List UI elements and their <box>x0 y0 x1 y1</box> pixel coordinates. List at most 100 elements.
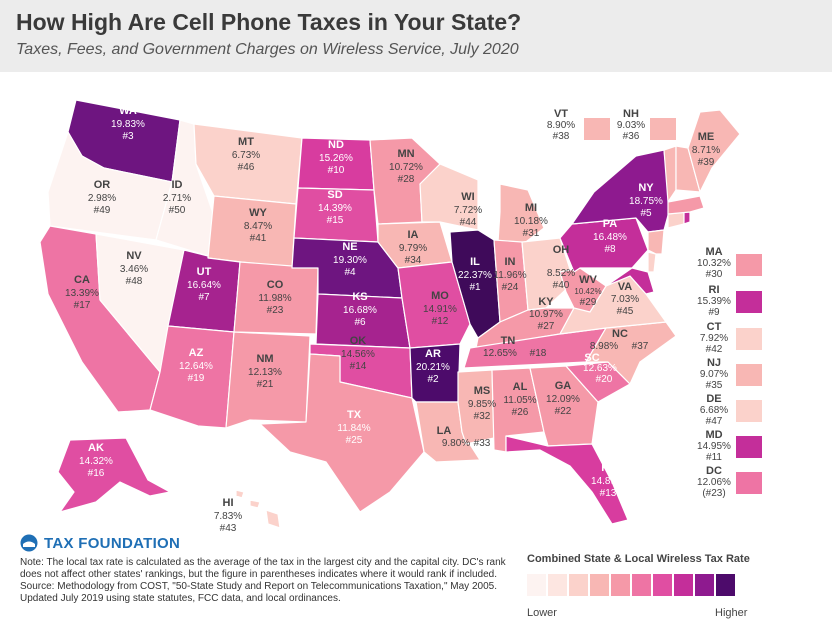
me-rank: #39 <box>698 157 715 168</box>
state-hi[interactable] <box>235 489 281 529</box>
swatch-nh[interactable] <box>650 118 676 140</box>
wy-rank: #41 <box>250 233 267 244</box>
callout-vt: VT 8.90% #38 <box>536 109 586 143</box>
ri-abbr: RI <box>708 284 720 296</box>
swatch-ma[interactable] <box>736 254 762 276</box>
swatch-vt[interactable] <box>584 118 610 140</box>
in-abbr: IN <box>505 256 516 268</box>
state-ny[interactable] <box>571 149 671 233</box>
ok-rank: #14 <box>350 361 367 372</box>
legend-swatch-9 <box>695 574 714 596</box>
label-or: OR 2.98%#49 <box>88 179 116 216</box>
nc-value: 8.98% <box>590 341 618 352</box>
state-oh[interactable] <box>521 237 575 311</box>
state-fl[interactable] <box>505 435 629 525</box>
callout-de: DE 6.68% #47 <box>686 394 742 428</box>
in-rank: #24 <box>502 282 519 293</box>
id-value: 2.71% <box>163 193 191 204</box>
ca-rank: #17 <box>74 300 91 311</box>
label-in: IN 11.96%#24 <box>493 256 526 293</box>
mn-rank: #28 <box>398 174 415 185</box>
ct-abbr: CT <box>706 321 722 333</box>
wi-rank: #44 <box>460 217 477 228</box>
state-ak[interactable] <box>57 437 171 513</box>
mo-abbr: MO <box>431 290 449 302</box>
state-ri[interactable] <box>683 211 691 225</box>
nm-rank: #21 <box>257 379 274 390</box>
label-co: CO 11.98%#23 <box>258 279 291 316</box>
de-value: 6.68% <box>699 405 729 416</box>
state-md[interactable] <box>605 267 655 295</box>
id-rank: #50 <box>169 205 186 216</box>
sc-value: 12.63% <box>583 363 617 374</box>
tn-value: 12.65% <box>483 348 517 359</box>
la-value: 9.80% <box>442 438 470 449</box>
state-tx[interactable] <box>259 353 425 513</box>
wv-value: 10.42% <box>574 287 601 296</box>
label-wa: WA 19.83%#3 <box>111 105 145 142</box>
swatch-nj[interactable] <box>736 364 762 386</box>
legend-swatch-1 <box>527 574 546 596</box>
swatch-ri[interactable] <box>736 291 762 313</box>
footnote-note: Note: The local tax rate is calculated a… <box>20 557 506 580</box>
nj-value: 9.07% <box>699 369 729 380</box>
pa-abbr: PA <box>603 218 618 230</box>
mi-rank: #31 <box>523 228 540 239</box>
mo-value: 14.91% <box>423 304 457 315</box>
legend-title: Combined State & Local Wireless Tax Rate <box>527 553 750 565</box>
hi-abbr: HI <box>223 497 234 509</box>
nh-abbr: NH <box>623 108 639 120</box>
label-la: LA9.80% #33 <box>437 425 491 449</box>
hi-value: 7.83% <box>214 511 242 522</box>
tx-value: 11.84% <box>337 423 370 434</box>
mn-abbr: MN <box>397 148 414 160</box>
ar-value: 20.21% <box>416 362 450 373</box>
il-abbr: IL <box>470 256 480 268</box>
ne-value: 19.30% <box>333 255 367 266</box>
az-abbr: AZ <box>189 347 204 359</box>
mo-rank: #12 <box>432 316 449 327</box>
legend-swatch-8 <box>674 574 693 596</box>
tn-rank: #18 <box>530 348 547 359</box>
az-rank: #19 <box>188 373 205 384</box>
ia-value: 9.79% <box>399 243 427 254</box>
ok-abbr: OK <box>350 335 367 347</box>
tax-foundation-logo[interactable]: TAX FOUNDATION <box>20 534 180 552</box>
ak-value: 14.32% <box>79 456 113 467</box>
label-mi: MI 10.18%#31 <box>514 202 548 239</box>
state-ma[interactable] <box>667 195 705 215</box>
label-az: AZ 12.64%#19 <box>179 347 213 384</box>
state-ct[interactable] <box>667 211 685 229</box>
ri-rank: #9 <box>708 307 720 318</box>
state-me[interactable] <box>687 109 741 193</box>
swatch-dc[interactable] <box>736 472 762 494</box>
hi-rank: #43 <box>220 523 237 534</box>
swatch-ct[interactable] <box>736 328 762 350</box>
label-va: VA7.03%#45 <box>611 281 639 317</box>
wa-abbr: WA <box>119 105 137 117</box>
mn-value: 10.72% <box>389 162 423 173</box>
state-nj[interactable] <box>647 229 665 255</box>
legend-low-label: Lower <box>527 607 557 619</box>
label-fl: FL 14.89%#13 <box>591 462 625 499</box>
ut-rank: #7 <box>198 292 210 303</box>
in-value: 11.96% <box>493 270 526 281</box>
ak-abbr: AK <box>88 442 104 454</box>
state-de[interactable] <box>647 251 657 273</box>
label-me: ME 8.71%#39 <box>692 131 720 168</box>
state-nm[interactable] <box>225 331 311 429</box>
ny-abbr: NY <box>638 182 654 194</box>
or-value: 2.98% <box>88 193 116 204</box>
co-abbr: CO <box>267 279 284 291</box>
mt-value: 6.73% <box>232 150 260 161</box>
legend-swatch-2 <box>548 574 567 596</box>
swatch-de[interactable] <box>736 400 762 422</box>
ky-rank: #27 <box>538 321 555 332</box>
swatch-md[interactable] <box>736 436 762 458</box>
callout-ma: MA 10.32% #30 <box>686 247 742 281</box>
ms-value: 9.85% <box>468 399 496 410</box>
ar-abbr: AR <box>425 348 441 360</box>
callout-ct: CT 7.92% #42 <box>686 321 742 356</box>
